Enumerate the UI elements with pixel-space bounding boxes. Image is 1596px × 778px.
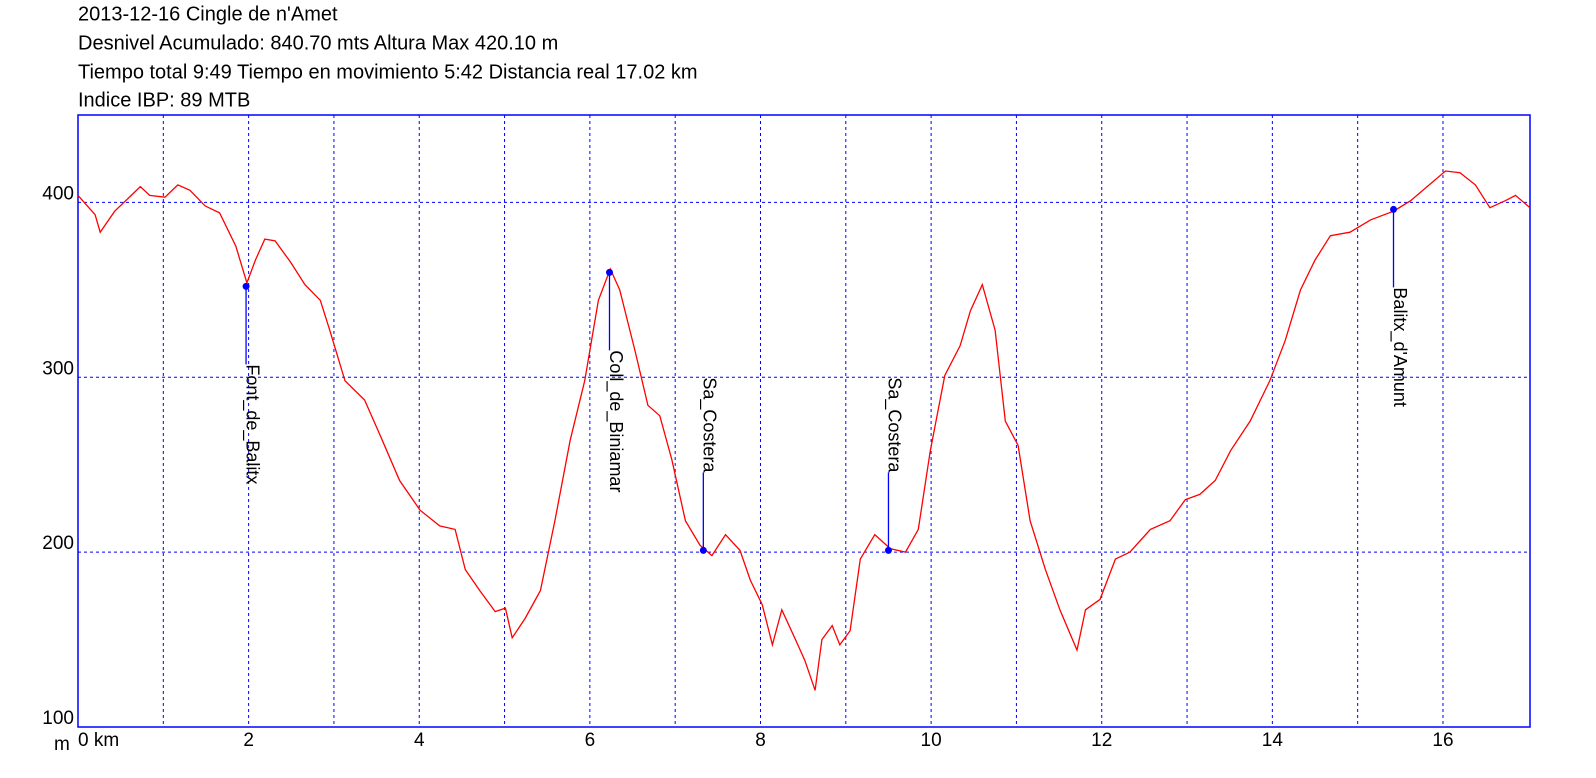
waypoint xyxy=(699,546,707,554)
x-tick-label: 6 xyxy=(585,730,596,751)
elevation-line xyxy=(77,170,1531,691)
x-tick-label: 4 xyxy=(414,730,425,751)
title-line: Tiempo total 9:49 Tiempo en movimiento 5… xyxy=(78,61,698,83)
waypoint xyxy=(242,282,250,290)
waypoint-label: Coll_de_Biniamar xyxy=(605,350,626,492)
x-tick-label: 8 xyxy=(755,730,766,751)
waypoint-label: Font_de_Balitx xyxy=(241,364,262,484)
y-tick-label: 100 xyxy=(42,708,74,729)
x-tick-label: 14 xyxy=(1262,730,1284,751)
x-tick-label: 2 xyxy=(243,730,254,751)
x-tick-label: 0 km xyxy=(78,730,119,751)
waypoint-label: Balitx_d'Amunt xyxy=(1389,287,1410,407)
waypoint xyxy=(884,546,892,554)
title-line: 2013-12-16 Cingle de n'Amet xyxy=(78,3,338,25)
title-line: Indice IBP: 89 MTB xyxy=(78,89,250,111)
x-tick-label: 12 xyxy=(1091,730,1112,751)
y-tick-label: 200 xyxy=(42,533,74,554)
y-tick-label: 400 xyxy=(42,183,74,204)
x-tick-label: 10 xyxy=(921,730,942,751)
plot-frame xyxy=(77,114,1531,728)
title-line: Desnivel Acumulado: 840.70 mts Altura Ma… xyxy=(78,32,558,54)
waypoint xyxy=(605,268,613,276)
y-axis-unit: m xyxy=(54,734,70,755)
waypoint-label: Sa_Costera xyxy=(699,377,720,473)
waypoint-label: Sa_Costera xyxy=(884,377,905,473)
y-tick-label: 300 xyxy=(42,358,74,379)
waypoint xyxy=(1390,205,1398,213)
x-tick-label: 16 xyxy=(1432,730,1453,751)
